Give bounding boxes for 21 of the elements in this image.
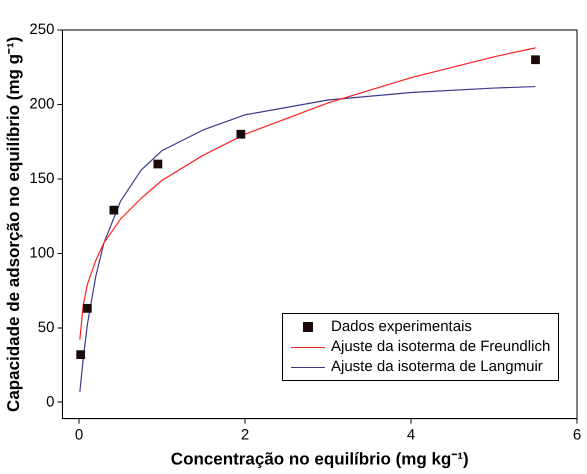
legend-label: Dados experimentais: [331, 316, 472, 337]
x-tick-label: 0: [74, 426, 84, 444]
legend-label: Ajuste da isoterma de Langmuir: [331, 356, 543, 377]
point: [236, 130, 246, 139]
y-axis-title: Capacidade de adsorção no equilíbrio (mg g⁻¹): [4, 36, 23, 412]
point: [82, 304, 92, 313]
point: [76, 350, 86, 359]
x-tick-label: 2: [240, 426, 250, 444]
y-tick-label: 0: [46, 393, 54, 410]
y-tick-label: 200: [29, 96, 54, 113]
point: [109, 206, 118, 215]
point: [531, 55, 540, 64]
y-tick-label: 50: [38, 318, 54, 336]
point: [153, 160, 162, 168]
x-tick-label: 6: [572, 426, 582, 444]
y-tick-label: 100: [29, 244, 54, 262]
y-tick-label: 150: [29, 170, 54, 188]
x-tick-label: 4: [406, 426, 416, 444]
x-axis-title: Concentração no equilíbrio (mg kg⁻¹): [170, 449, 469, 468]
legend-label: Ajuste da isoterma de Freundlich: [331, 336, 550, 357]
y-tick-label: 250: [29, 21, 54, 38]
